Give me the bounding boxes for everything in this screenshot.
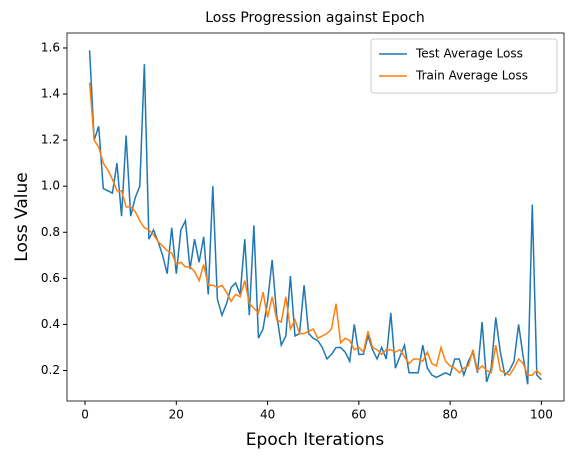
y-tick-label: 1.0	[41, 179, 60, 193]
x-tick-label: 100	[530, 408, 553, 422]
chart-title: Loss Progression against Epoch	[205, 10, 425, 26]
y-tick-label: 0.2	[41, 363, 60, 377]
plot-frame	[66, 32, 565, 402]
legend-box	[370, 38, 558, 94]
x-axis-label: Epoch Iterations	[246, 430, 385, 450]
y-tick-label: 1.6	[41, 40, 60, 54]
line-series	[88, 82, 542, 377]
x-tick-label: 80	[442, 408, 457, 422]
legend-label: Test Average Loss	[415, 47, 523, 61]
y-axis-label: Loss Value	[12, 172, 32, 261]
x-tick-label: 20	[169, 408, 184, 422]
y-tick-label: 1.4	[41, 87, 60, 101]
y-tick-label: 0.8	[41, 225, 60, 239]
x-tick-label: 0	[81, 408, 89, 422]
x-tick-label: 60	[351, 408, 366, 422]
y-tick-label: 0.4	[41, 317, 60, 331]
legend-label: Train Average Loss	[415, 69, 528, 83]
y-tick-label: 0.6	[41, 271, 60, 285]
y-tick-label: 1.2	[41, 133, 60, 147]
x-tick-label: 40	[260, 408, 275, 422]
line-series	[88, 50, 542, 385]
